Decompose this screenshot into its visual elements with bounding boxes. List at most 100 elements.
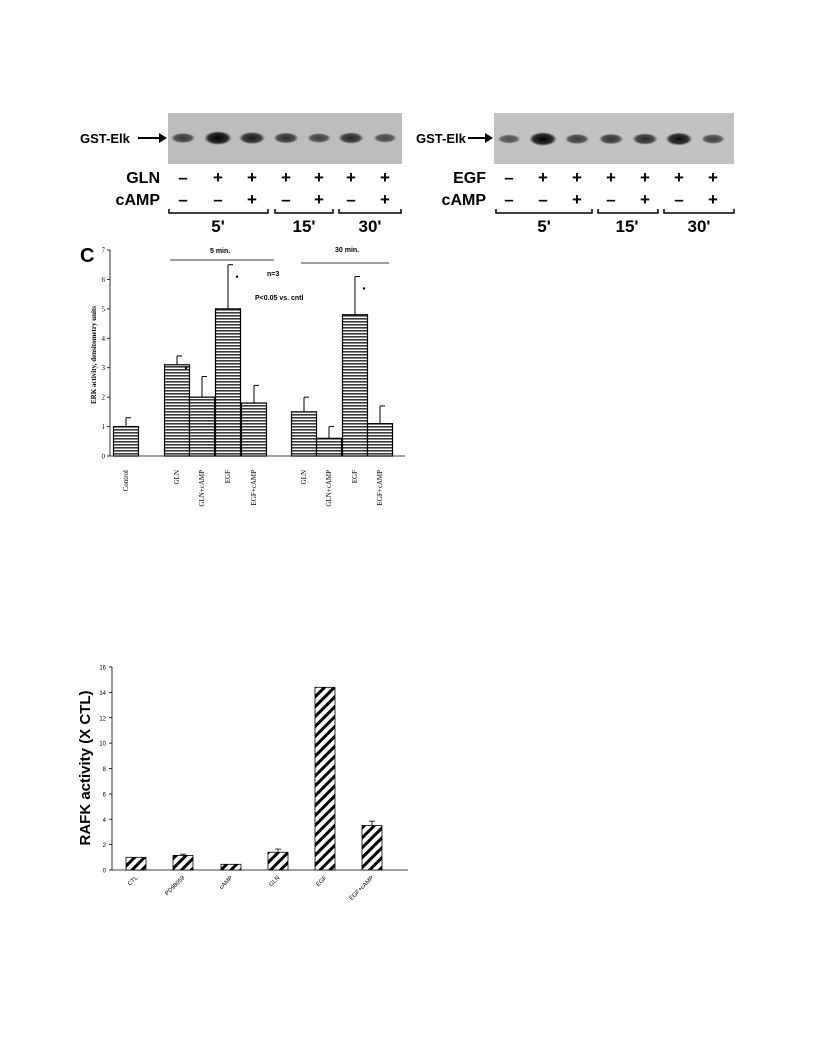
blot-left-time-15: 15' — [293, 217, 316, 236]
blot-left-time-30: 30' — [359, 217, 382, 236]
rafk-bar — [125, 856, 147, 871]
blot-left-band-6 — [338, 132, 364, 144]
blot-left-band-4 — [273, 132, 299, 144]
blot-left-sign-r2-l6: – — [346, 190, 355, 209]
erk-y-axis-label: ERK activity, densitometry units — [90, 306, 98, 404]
blot-right-band-7 — [701, 134, 725, 144]
erk-bar — [240, 402, 268, 457]
blot-right-sign-r2-l3: + — [572, 190, 582, 209]
erk-y-tick-label: 4 — [102, 335, 106, 343]
rafk-y-tick-label: 16 — [99, 666, 106, 672]
erk-significance-marker — [362, 287, 366, 290]
blot-left-sign-r2-l1: – — [178, 190, 187, 209]
erk-x-tick-label: Control — [122, 470, 130, 491]
rafk-y-tick-label: 4 — [103, 818, 107, 824]
blot-right-band-5 — [632, 133, 658, 145]
erk-bar — [188, 396, 216, 457]
erk-y-tick-label: 7 — [102, 247, 106, 255]
erk-p-note: P<0.05 vs. cntl — [255, 295, 304, 302]
erk-x-tick-label: EGF — [351, 470, 359, 483]
blot-right-sign-r2-l1: – — [504, 190, 513, 209]
erk-bar — [366, 423, 394, 457]
arrow-icon — [468, 133, 493, 143]
blot-left-band-2 — [204, 131, 232, 145]
rafk-x-tick-label: PD98059 — [164, 875, 186, 897]
erk-x-tick-label: GLN — [173, 470, 181, 484]
erk-y-tick-label: 0 — [102, 453, 106, 461]
blot-left-band-7 — [373, 133, 397, 143]
blot-left-time-5: 5' — [211, 217, 225, 236]
erk-bar — [163, 364, 191, 457]
erk-y-tick-label: 3 — [102, 364, 106, 372]
rafk-y-tick-label: 14 — [99, 691, 106, 697]
blot-left-sign-r1-l3: + — [247, 168, 257, 187]
blot-left-sign-r2-l7: + — [380, 190, 390, 209]
rafk-bar — [220, 863, 242, 871]
erk-bar — [290, 411, 318, 457]
erk-group-30min: 30 min. — [301, 247, 389, 264]
blot-right: GST-Elk EGF cAMP – + + + + + + – – + – + – + 5' 15' 3… — [416, 113, 735, 236]
erk-n-note: n=3 — [267, 271, 279, 278]
blot-left: GST-Elk GLN cAMP – + + + + + + – – + – + – + 5' 15' 3… — [80, 113, 402, 236]
blot-left-sign-r1-l1: – — [178, 168, 187, 187]
erk-group-5min-label: 5 min. — [210, 248, 230, 255]
blot-right-band-4 — [598, 133, 624, 145]
blot-left-sign-r2-l3: + — [247, 190, 257, 209]
blot-left-band-label: GST-Elk — [80, 131, 131, 146]
blot-left-sign-r1-l6: + — [346, 168, 356, 187]
erk-bar — [341, 314, 369, 457]
rafk-x-tick-label: GLN — [268, 875, 281, 888]
erk-x-tick-label: EGF — [224, 470, 232, 483]
erk-y-tick-label: 2 — [102, 394, 106, 402]
blot-right-time-5: 5' — [537, 217, 551, 236]
blot-left-band-5 — [307, 133, 331, 143]
arrow-icon — [138, 133, 167, 143]
blot-left-row1-label: GLN — [126, 170, 160, 187]
blot-left-time-brackets — [168, 209, 402, 214]
erk-y-tick-label: 6 — [102, 276, 106, 284]
erk-bar — [214, 308, 242, 457]
rafk-y-tick-label: 12 — [99, 716, 106, 722]
blot-right-band-label: GST-Elk — [416, 131, 467, 146]
blot-right-sign-r1-l6: + — [674, 168, 684, 187]
blot-right-sign-r1-l3: + — [572, 168, 582, 187]
rafk-bar — [267, 851, 289, 871]
rafk-x-tick-label: cAMP — [219, 875, 235, 891]
blot-left-sign-r2-l2: – — [213, 190, 222, 209]
blot-left-sign-r2-l5: + — [314, 190, 324, 209]
blot-right-sign-r2-l4: – — [606, 190, 615, 209]
erk-group-30min-label: 30 min. — [335, 247, 359, 254]
blot-right-sign-r1-l5: + — [640, 168, 650, 187]
blot-right-row1-label: EGF — [453, 170, 486, 187]
rafk-x-tick-label: EGF+cAMP — [349, 875, 376, 902]
erk-group-5min: 5 min. — [170, 248, 274, 261]
rafk-y-tick-label: 2 — [103, 843, 107, 849]
blot-left-sign-r1-l2: + — [213, 168, 223, 187]
blot-right-time-30: 30' — [688, 217, 711, 236]
blot-right-sign-r2-l5: + — [640, 190, 650, 209]
blot-right-sign-r1-l2: + — [538, 168, 548, 187]
western-blot-panels: GST-Elk GLN cAMP – + + + + + + – – + – + – + 5' 15' 3… — [80, 113, 735, 236]
blot-right-band-6 — [665, 132, 693, 146]
blot-left-sign-r2-l4: – — [281, 190, 290, 209]
blot-right-band-1 — [497, 134, 521, 144]
erk-x-tick-label: GLN+cAMP — [325, 470, 333, 507]
rafk-x-tick-label: CTL — [127, 875, 140, 888]
erk-bar — [112, 425, 140, 457]
rafk-bar — [314, 686, 336, 871]
erk-x-tick-label: EGF+cAMP — [250, 470, 258, 506]
erk-x-tick-label: GLN — [300, 470, 308, 484]
erk-y-tick-label: 1 — [102, 423, 106, 431]
rafk-bar — [361, 825, 383, 871]
rafk-y-tick-label: 10 — [99, 742, 106, 748]
panel-c-letter: C — [80, 245, 94, 267]
rafk-y-tick-label: 6 — [103, 792, 107, 798]
rafk-x-tick-label: EGF — [315, 875, 328, 888]
blot-right-sign-r2-l2: – — [538, 190, 547, 209]
blot-right-sign-r1-l4: + — [606, 168, 616, 187]
erk-y-tick-label: 5 — [102, 305, 106, 313]
blot-left-sign-r1-l4: + — [281, 168, 291, 187]
blot-right-band-2 — [529, 132, 557, 146]
